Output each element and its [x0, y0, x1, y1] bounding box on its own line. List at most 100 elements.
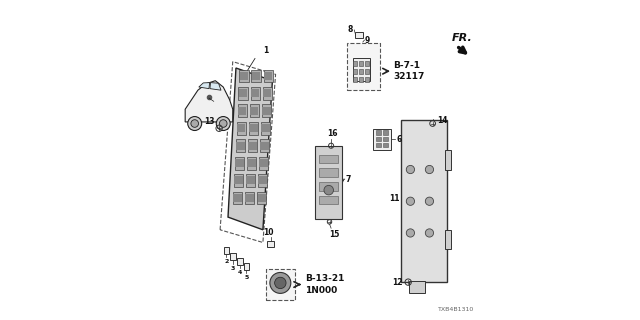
Bar [353, 69, 357, 74]
Bar [230, 253, 236, 260]
Bar [257, 194, 266, 202]
Bar [240, 72, 248, 80]
Circle shape [406, 197, 415, 205]
Bar [262, 105, 271, 117]
Bar [257, 192, 266, 204]
Text: 14: 14 [436, 116, 447, 125]
Bar [237, 105, 247, 117]
Bar [261, 124, 269, 132]
Bar [353, 58, 370, 82]
FancyBboxPatch shape [316, 146, 342, 219]
Text: TXB4B1310: TXB4B1310 [438, 307, 474, 312]
Bar [252, 69, 261, 82]
Bar [246, 174, 255, 187]
Bar [234, 177, 243, 184]
Bar [245, 192, 254, 204]
Bar [236, 159, 244, 167]
Text: 2: 2 [224, 259, 228, 264]
Bar [365, 61, 369, 67]
Bar [365, 69, 369, 74]
Bar [319, 196, 338, 204]
Bar [373, 129, 390, 150]
Bar [234, 194, 242, 202]
Bar [445, 150, 451, 170]
Bar [238, 107, 246, 115]
Bar [264, 72, 273, 80]
Text: 8: 8 [348, 25, 353, 35]
Polygon shape [210, 83, 221, 90]
Bar [383, 130, 388, 135]
Bar [237, 122, 246, 135]
Bar [259, 159, 268, 167]
Bar [259, 177, 267, 184]
FancyBboxPatch shape [401, 120, 447, 282]
Bar [383, 137, 388, 141]
Bar [258, 174, 268, 187]
Text: 15: 15 [329, 230, 339, 239]
Text: 11: 11 [390, 194, 400, 203]
Bar [319, 168, 338, 177]
Bar [365, 76, 369, 82]
Text: 6: 6 [396, 135, 401, 144]
Bar [248, 140, 257, 152]
Bar [262, 87, 272, 100]
Circle shape [191, 120, 198, 127]
Text: 7: 7 [346, 174, 351, 184]
Bar [236, 140, 245, 152]
Bar [235, 157, 244, 170]
Bar [353, 61, 357, 67]
Polygon shape [185, 81, 233, 122]
Text: 9: 9 [365, 36, 371, 44]
Circle shape [188, 116, 202, 131]
Bar [353, 76, 357, 82]
Bar [246, 177, 255, 184]
Bar [239, 69, 249, 82]
Text: FR.: FR. [452, 33, 472, 43]
Circle shape [426, 197, 433, 205]
Bar [250, 105, 259, 117]
Bar [260, 142, 269, 149]
Circle shape [216, 116, 230, 131]
Text: 4: 4 [238, 270, 243, 276]
Bar [247, 159, 255, 167]
Circle shape [406, 165, 415, 174]
Bar [236, 142, 244, 149]
Text: B-7-1
32117: B-7-1 32117 [394, 61, 425, 81]
Circle shape [426, 165, 433, 174]
Text: 13: 13 [204, 117, 214, 126]
Text: 5: 5 [244, 275, 248, 280]
Bar [249, 124, 257, 132]
Bar [376, 130, 381, 135]
Circle shape [220, 120, 227, 127]
Text: 3: 3 [230, 266, 235, 271]
Bar [248, 122, 258, 135]
Bar [259, 157, 268, 170]
Text: 1: 1 [264, 46, 269, 55]
Bar [251, 89, 259, 97]
Bar [237, 124, 246, 132]
Bar [239, 87, 248, 100]
Bar [268, 241, 275, 247]
Bar [244, 263, 249, 270]
Text: 10: 10 [263, 228, 273, 237]
Bar [252, 72, 260, 80]
Bar [246, 194, 253, 202]
Bar [263, 89, 271, 97]
Bar [319, 155, 338, 164]
Bar [234, 174, 243, 187]
Bar [383, 143, 388, 147]
Bar [359, 61, 363, 67]
Bar [359, 76, 363, 82]
Bar [250, 107, 259, 115]
Circle shape [406, 229, 415, 237]
Circle shape [426, 229, 433, 237]
Bar [264, 69, 273, 82]
FancyBboxPatch shape [266, 269, 294, 300]
Bar [250, 87, 260, 100]
FancyBboxPatch shape [347, 43, 380, 90]
Bar [355, 32, 363, 38]
Circle shape [270, 272, 291, 293]
Bar [376, 143, 381, 147]
Bar [319, 182, 338, 191]
Bar [409, 281, 425, 293]
